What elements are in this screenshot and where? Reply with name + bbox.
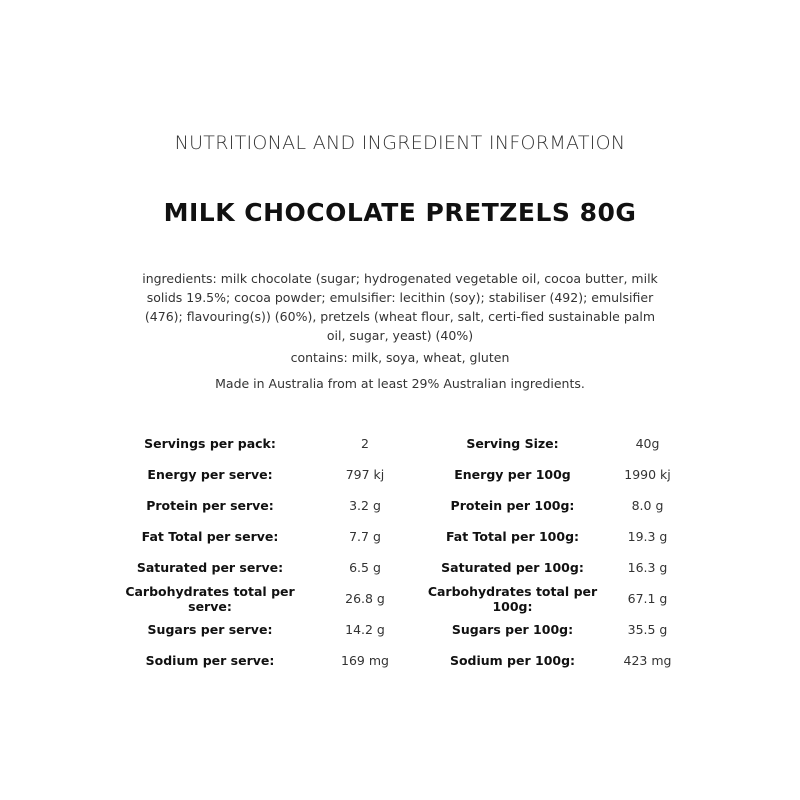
serve-value: 14.2 g (345, 622, 385, 637)
serve-label: Sodium per serve: (145, 653, 275, 668)
per100g-label: Saturated per 100g: (441, 560, 584, 575)
serve-label: Saturated per serve: (136, 560, 284, 575)
per100g-label: Sodium per 100g: (449, 653, 576, 668)
per100g-value: 19.3 g (627, 529, 668, 544)
serve-label: Carbohydrates total per serve: (125, 583, 295, 614)
allergens-text: contains: milk, soya, wheat, gluten (290, 350, 510, 365)
serve-label: Sugars per serve: (147, 622, 273, 637)
per100g-label: Fat Total per 100g: (445, 529, 580, 544)
product-title: MILK CHOCOLATE PRETZELS 80G (163, 198, 637, 227)
per100g-label: Carbohydrates total per 100g: (427, 583, 598, 614)
nutrition-table: Servings per pack: 2 Serving Size: 40g Energ… (110, 428, 690, 676)
nutrition-row: Servings per pack: 2 Serving Size: 40g (110, 428, 690, 459)
serve-value: 7.7 g (349, 529, 381, 544)
serve-value: 797 kj (345, 467, 385, 482)
nutrition-row: Carbohydrates total per serve: 26.8 g Carb… (110, 583, 690, 614)
per100g-value: 1990 kj (624, 467, 671, 482)
serve-label: Protein per serve: (146, 498, 274, 513)
per100g-value: 35.5 g (627, 622, 668, 637)
serve-value: 169 mg (341, 653, 389, 668)
serve-label: Fat Total per serve: (141, 529, 279, 544)
per100g-value: 16.3 g (627, 560, 668, 575)
nutrition-row: Sugars per serve: 14.2 g Sugars per 100g: 3… (110, 614, 690, 645)
nutrition-row: Fat Total per serve: 7.7 g Fat Total per 1… (110, 521, 690, 552)
per100g-value: 67.1 g (627, 591, 668, 606)
nutrition-row: Protein per serve: 3.2 g Protein per 100g:… (110, 490, 690, 521)
per100g-value: 8.0 g (631, 498, 664, 513)
nutrition-row: Saturated per serve: 6.5 g Saturated per 1… (110, 552, 690, 583)
serve-label: Energy per serve: (147, 467, 273, 482)
serve-value: 6.5 g (349, 560, 381, 575)
per100g-label: Energy per 100g (454, 467, 571, 482)
serve-value: 3.2 g (349, 498, 381, 513)
per100g-value: 423 mg (623, 653, 672, 668)
ingredients-text: ingredients: milk chocolate (sugar; hydr… (142, 271, 658, 343)
per100g-label: Serving Size: (466, 436, 559, 451)
nutrition-row: Sodium per serve: 169 mg Sodium per 100g: 4… (110, 645, 690, 676)
nutrition-row: Energy per serve: 797 kj Energy per 100g 19… (110, 459, 690, 490)
serve-label: Servings per pack: (144, 436, 276, 451)
origin-text: Made in Australia from at least 29% Aust… (215, 376, 585, 391)
per100g-value: 40g (635, 436, 660, 451)
serve-value: 2 (361, 436, 369, 451)
per100g-label: Sugars per 100g: (451, 622, 574, 637)
per100g-label: Protein per 100g: (450, 498, 575, 513)
section-heading: NUTRITIONAL AND INGREDIENT INFORMATION (174, 132, 626, 154)
serve-value: 26.8 g (345, 591, 385, 606)
